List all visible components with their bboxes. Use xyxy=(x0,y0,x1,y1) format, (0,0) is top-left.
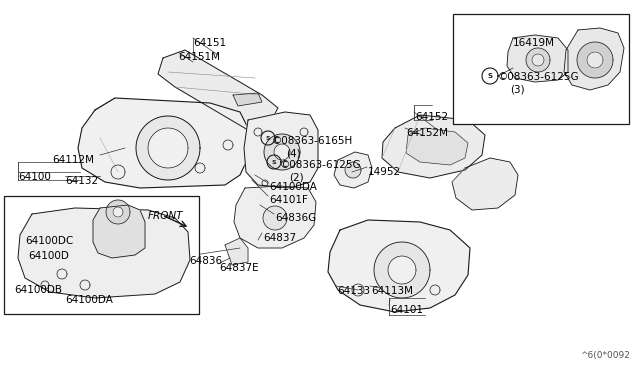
Text: ©08363-6125G: ©08363-6125G xyxy=(498,72,580,82)
Text: 64100DA: 64100DA xyxy=(269,182,317,192)
Text: 64112M: 64112M xyxy=(52,155,94,165)
Polygon shape xyxy=(148,128,188,168)
Text: (4): (4) xyxy=(286,149,301,159)
Text: 64133: 64133 xyxy=(337,286,370,296)
Polygon shape xyxy=(158,50,278,130)
Polygon shape xyxy=(263,206,287,230)
Text: 64152M: 64152M xyxy=(406,128,448,138)
Text: 64151M: 64151M xyxy=(178,52,220,62)
Polygon shape xyxy=(388,256,416,284)
Polygon shape xyxy=(274,144,290,160)
Text: S: S xyxy=(272,160,276,164)
Polygon shape xyxy=(78,98,248,188)
Polygon shape xyxy=(526,48,550,72)
Text: 64836G: 64836G xyxy=(275,213,316,223)
Text: 64151: 64151 xyxy=(193,38,226,48)
Polygon shape xyxy=(136,116,200,180)
Text: 64101: 64101 xyxy=(390,305,423,315)
Polygon shape xyxy=(18,208,190,298)
Text: 64100DA: 64100DA xyxy=(65,295,113,305)
Polygon shape xyxy=(564,28,624,90)
Polygon shape xyxy=(406,128,468,165)
Polygon shape xyxy=(113,207,123,217)
Bar xyxy=(4,196,199,314)
Text: 64100DC: 64100DC xyxy=(25,236,73,246)
Text: 64101F: 64101F xyxy=(269,195,308,205)
Text: FRONT: FRONT xyxy=(148,211,184,221)
Polygon shape xyxy=(532,54,544,66)
Text: 14952: 14952 xyxy=(368,167,401,177)
Text: 64837: 64837 xyxy=(263,233,296,243)
Polygon shape xyxy=(244,112,318,188)
Text: 16419M: 16419M xyxy=(513,38,555,48)
Text: ©08363-6165H: ©08363-6165H xyxy=(272,136,353,146)
Text: 64152: 64152 xyxy=(415,112,448,122)
Polygon shape xyxy=(234,186,316,248)
Text: (2): (2) xyxy=(289,173,303,183)
Text: 64836: 64836 xyxy=(189,256,222,266)
Polygon shape xyxy=(225,238,248,265)
Polygon shape xyxy=(264,134,300,170)
Polygon shape xyxy=(345,162,361,178)
Text: 64113M: 64113M xyxy=(371,286,413,296)
Polygon shape xyxy=(507,35,568,82)
Text: S: S xyxy=(488,73,493,79)
Polygon shape xyxy=(106,200,130,224)
Polygon shape xyxy=(374,242,430,298)
Text: 64837E: 64837E xyxy=(219,263,259,273)
Text: 64132: 64132 xyxy=(65,176,98,186)
Text: S: S xyxy=(266,135,270,141)
Text: ©08363-6125G: ©08363-6125G xyxy=(280,160,362,170)
Polygon shape xyxy=(328,220,470,312)
Polygon shape xyxy=(233,93,262,106)
Polygon shape xyxy=(93,205,145,258)
Text: ^6(0*0092: ^6(0*0092 xyxy=(580,351,630,360)
Polygon shape xyxy=(334,152,372,188)
Polygon shape xyxy=(577,42,613,78)
Text: 64100D: 64100D xyxy=(28,251,69,261)
Polygon shape xyxy=(452,158,518,210)
Text: 64100: 64100 xyxy=(18,172,51,182)
Text: 64100DB: 64100DB xyxy=(14,285,62,295)
Polygon shape xyxy=(382,115,485,178)
Polygon shape xyxy=(587,52,603,68)
Bar xyxy=(453,14,629,124)
Text: (3): (3) xyxy=(510,85,525,95)
